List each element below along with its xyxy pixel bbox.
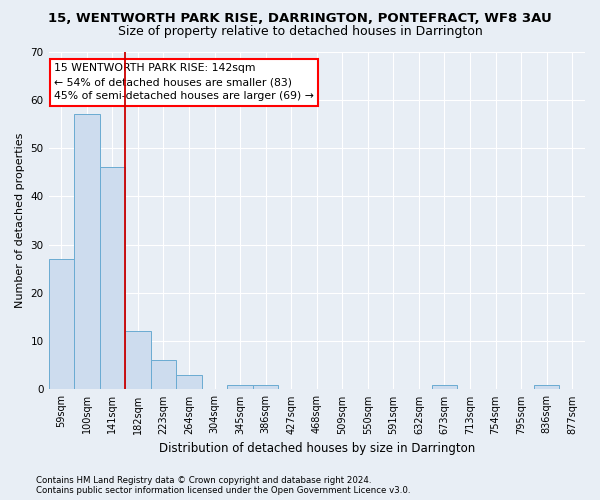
Bar — [176, 375, 202, 390]
Y-axis label: Number of detached properties: Number of detached properties — [15, 133, 25, 308]
Bar — [74, 114, 100, 390]
Bar — [432, 384, 457, 390]
Bar — [100, 168, 125, 390]
Bar — [253, 384, 278, 390]
Text: 15, WENTWORTH PARK RISE, DARRINGTON, PONTEFRACT, WF8 3AU: 15, WENTWORTH PARK RISE, DARRINGTON, PON… — [48, 12, 552, 26]
Text: Contains public sector information licensed under the Open Government Licence v3: Contains public sector information licen… — [36, 486, 410, 495]
Bar — [151, 360, 176, 390]
Bar — [227, 384, 253, 390]
Bar — [49, 259, 74, 390]
Text: 15 WENTWORTH PARK RISE: 142sqm
← 54% of detached houses are smaller (83)
45% of : 15 WENTWORTH PARK RISE: 142sqm ← 54% of … — [54, 64, 314, 102]
Text: Contains HM Land Registry data © Crown copyright and database right 2024.: Contains HM Land Registry data © Crown c… — [36, 476, 371, 485]
Text: Size of property relative to detached houses in Darrington: Size of property relative to detached ho… — [118, 25, 482, 38]
Bar — [125, 332, 151, 390]
X-axis label: Distribution of detached houses by size in Darrington: Distribution of detached houses by size … — [158, 442, 475, 455]
Bar — [534, 384, 559, 390]
